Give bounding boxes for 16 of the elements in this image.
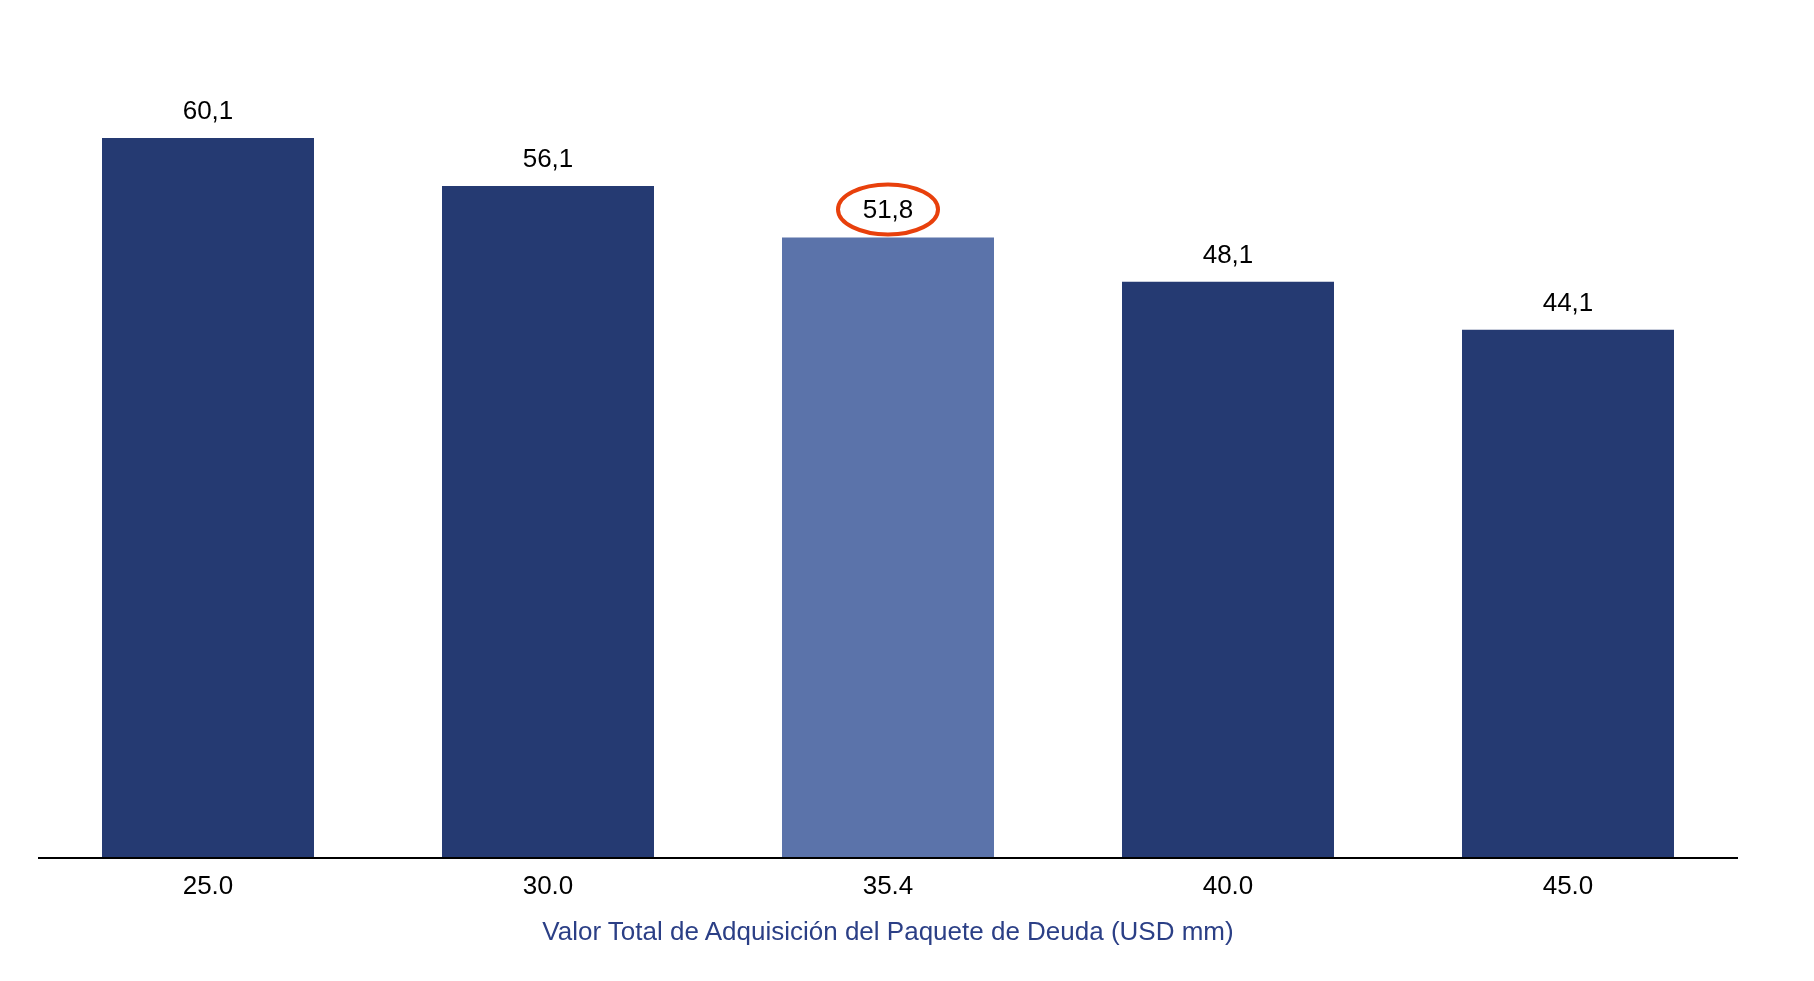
bar bbox=[1122, 281, 1334, 858]
x-tick-label: 40.0 bbox=[1202, 870, 1254, 901]
x-tick-label: 35.4 bbox=[862, 870, 914, 901]
data-label: 44,1 bbox=[1542, 286, 1594, 317]
bar bbox=[1462, 329, 1674, 858]
x-axis-title: Valor Total de Adquisición del Paquete de Deuda (USD mm) bbox=[542, 916, 1234, 946]
data-label: 48,1 bbox=[1202, 238, 1254, 269]
data-label: 60,1 bbox=[182, 95, 234, 125]
x-tick-label: 25.0 bbox=[182, 870, 234, 901]
data-label: 51,8 bbox=[862, 194, 914, 225]
x-tick-label: 30.0 bbox=[522, 870, 574, 901]
bar bbox=[782, 237, 994, 858]
x-tick-label: 45.0 bbox=[1542, 870, 1594, 901]
bar bbox=[442, 185, 654, 858]
bar bbox=[102, 138, 314, 858]
data-label: 56,1 bbox=[522, 142, 574, 173]
